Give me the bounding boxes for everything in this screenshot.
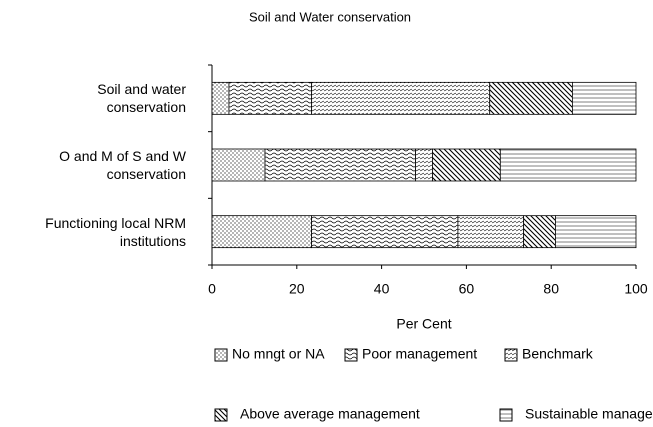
bar-segment	[264, 148, 416, 182]
bar-segment	[523, 215, 556, 249]
bar-segment	[555, 215, 637, 249]
legend-label: Sustainable management	[525, 406, 653, 422]
bar-segment	[415, 148, 433, 182]
bar-segment	[211, 148, 266, 182]
legend-label: Poor management	[362, 346, 477, 362]
chart-title: Soil and Water conservation	[249, 9, 411, 24]
x-axis-label: Per Cent	[396, 316, 451, 332]
bar-segment	[311, 81, 491, 115]
legend-swatch	[214, 348, 228, 362]
legend-swatch	[504, 348, 518, 362]
legend-label: Above average management	[240, 406, 420, 422]
legend-swatch	[499, 408, 513, 422]
x-tick-label: 60	[459, 281, 475, 297]
x-tick-label: 40	[374, 281, 390, 297]
x-tick-label: 20	[289, 281, 305, 297]
y-tick-label: O and M of S and W conservation	[59, 148, 186, 182]
bar-segment	[228, 81, 313, 115]
bar-segment	[432, 148, 501, 182]
legend-label: Benchmark	[522, 346, 594, 362]
bar-segment	[489, 81, 573, 115]
bar-segment	[572, 81, 637, 115]
legend-swatch	[214, 408, 228, 422]
bar-segment	[311, 215, 459, 249]
legend-swatch	[344, 348, 358, 362]
y-tick-label: Functioning local NRM institutions	[45, 214, 186, 249]
bar-segment	[211, 81, 230, 115]
legend-label: No mngt or NA	[232, 346, 325, 362]
x-tick-label: 0	[208, 281, 216, 297]
bar-segment	[457, 215, 525, 249]
x-tick-label: 80	[543, 281, 559, 297]
y-tick-label: Soil and water conservation	[97, 81, 186, 116]
x-tick-label: 100	[624, 281, 648, 297]
bar-segment	[499, 148, 637, 182]
bar-segment	[211, 215, 313, 249]
